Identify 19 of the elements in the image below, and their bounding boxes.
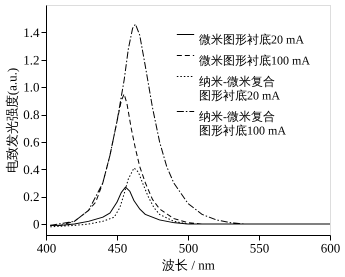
- x-tick-label: 450: [108, 240, 128, 256]
- legend-label: 纳米-微米复合图形衬底20 mA: [199, 74, 280, 102]
- legend-label: 微米图形衬底100 mA: [199, 54, 310, 68]
- x-tick-label: 500: [178, 240, 198, 256]
- y-axis-title: 电致发光强度(a.u.): [4, 68, 20, 174]
- x-tick-label: 600: [320, 240, 340, 256]
- legend-label: 纳米-微米复合图形衬底100 mA: [199, 110, 286, 138]
- x-axis-title: 波长 / nm: [162, 258, 215, 272]
- y-tick-label: 1.2: [23, 52, 40, 68]
- y-tick-label: 0.6: [23, 134, 40, 150]
- y-tick-label: 0.8: [23, 107, 40, 122]
- x-tick-label: 400: [36, 240, 56, 256]
- legend-label: 微米图形衬底20 mA: [199, 32, 304, 46]
- y-tick-label: 0.4: [23, 162, 40, 177]
- y-tick-label: 0: [33, 216, 40, 232]
- y-tick-label: 0.2: [23, 189, 40, 204]
- y-tick-label: 1.4: [23, 24, 40, 40]
- y-tick-label: 1.0: [23, 80, 40, 95]
- x-tick-label: 550: [250, 240, 270, 256]
